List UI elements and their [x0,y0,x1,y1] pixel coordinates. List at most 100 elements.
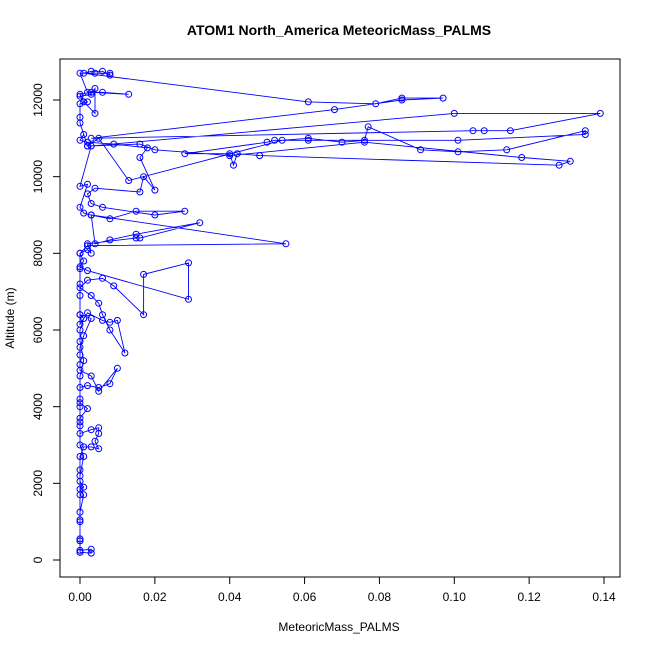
data-point [76,361,84,368]
data-point [87,88,95,96]
x-tick-label: 0.04 [218,590,242,604]
data-point [256,152,264,160]
data-point [398,96,406,104]
data-point [106,236,114,244]
data-point [76,546,84,554]
data-point [226,150,234,158]
data-point [76,203,84,211]
data-point [581,131,589,138]
data-point [151,186,159,194]
data-point [91,109,99,117]
data-point [132,234,140,242]
y-axis: 0 2000 4000 6000 8000 10000 12000 [31,83,61,563]
data-point [76,265,84,273]
data-point [87,142,95,150]
data-point [230,161,237,169]
data-point [364,123,372,131]
y-axis-label: Altitude (m) [3,287,17,348]
data-point [80,491,88,499]
data-point [84,88,91,96]
data-point [80,332,88,340]
data-point [361,138,368,146]
data-point [80,131,88,138]
data-point [76,284,84,292]
data-point [304,136,312,144]
data-point [76,418,84,426]
data-point [80,443,88,451]
data-point [398,94,406,102]
data-point [87,200,95,207]
data-point [76,472,84,480]
y-tick-label: 8000 [31,240,45,267]
data-point [76,182,84,190]
data-point [76,326,84,334]
data-point [80,69,88,77]
data-point [76,491,84,499]
data-point [84,382,91,390]
data-point [84,240,91,248]
data-point [91,69,99,77]
data-point [99,88,106,96]
data-point [95,445,103,453]
data-point [282,240,290,248]
data-point [132,230,140,238]
data-point [99,311,106,319]
data-point [99,203,106,211]
data-point [566,157,574,165]
data-point [185,259,192,267]
data-point [372,100,380,108]
data-point [76,537,84,545]
data-point [361,136,368,144]
data-point [76,430,84,437]
data-point [151,211,159,219]
data-point [140,311,148,319]
data-point [76,338,84,345]
data-point [84,142,91,150]
data-point [84,267,91,275]
data-point [87,549,95,557]
data-point [454,136,462,144]
data-point [304,134,312,142]
data-point [87,67,95,75]
data-point [76,399,84,407]
data-point [99,67,106,75]
data-point [417,146,425,154]
data-point [106,318,114,326]
data-point [84,309,91,317]
data-point [304,98,312,106]
data-point [87,249,95,257]
series-layer [76,67,604,557]
data-point [76,113,84,121]
data-point [95,424,103,432]
data-point [76,311,84,319]
data-point [136,140,144,148]
data-point [140,270,148,278]
data-point [95,387,103,395]
data-point [76,548,84,556]
data-point [84,405,91,413]
data-point [226,152,234,160]
data-point [106,380,114,388]
data-point [76,453,84,460]
data-point [76,441,84,449]
data-point [76,395,84,403]
x-axis: 0.00 0.02 0.04 0.06 0.08 0.10 0.12 0.14 [68,576,616,604]
data-point [87,443,95,451]
data-point [76,90,84,98]
data-point [91,184,99,192]
data-point [87,426,95,434]
data-point [233,150,241,158]
data-point [106,71,114,79]
data-point [80,453,88,460]
data-point [106,69,114,77]
x-tick-label: 0.08 [368,590,392,604]
data-point [518,154,526,161]
x-axis-label: MeteoricMass_PALMS [278,620,399,634]
data-point [581,127,589,135]
data-point [87,292,95,299]
data-point [80,315,88,322]
data-point [87,372,95,380]
data-point [87,90,95,98]
data-point [80,257,88,265]
